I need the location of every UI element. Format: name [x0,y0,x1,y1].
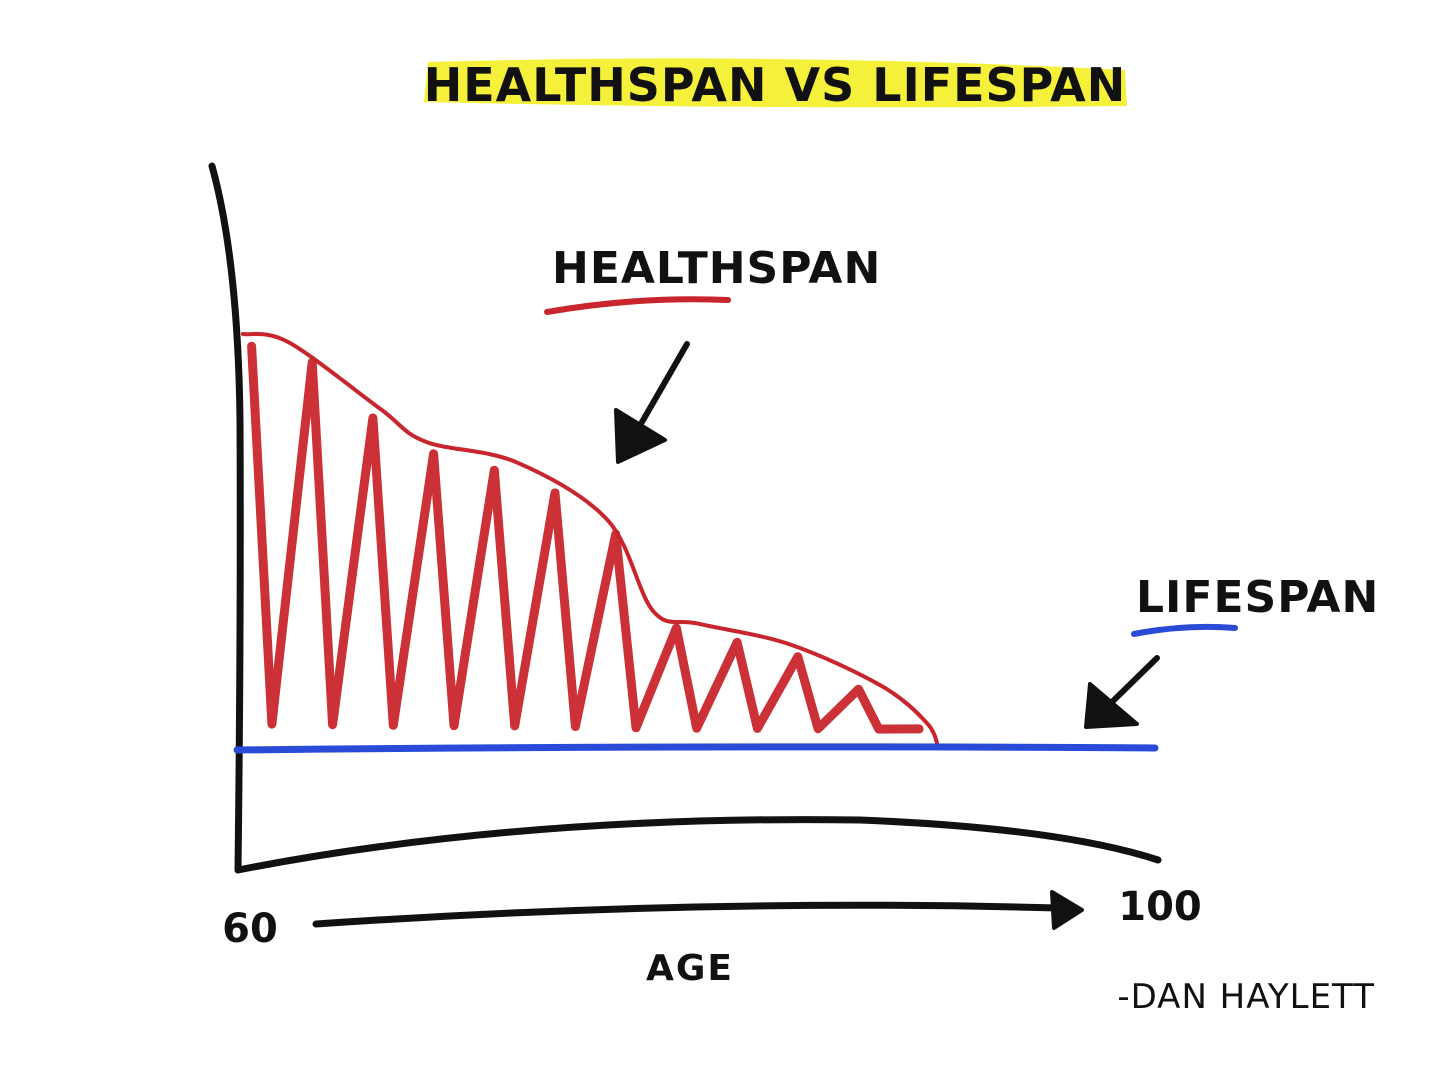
healthspan-underline [544,296,731,315]
x-tick-label-100: 100 [1118,884,1202,930]
x-axis [234,816,1162,874]
plot-area [233,331,1159,754]
chart-title: HEALTHSPAN VS LIFESPAN [424,58,1127,112]
y-axis [208,162,244,874]
x-direction-arrow [312,890,1084,930]
signature: -DAN HAYLETT [1117,977,1375,1017]
lifespan-line [233,743,1159,754]
lifespan-arrow [1084,655,1160,729]
x-tick-label-60: 60 [222,906,278,952]
healthspan-label: HEALTHSPAN [552,243,881,294]
lifespan-underline [1131,623,1238,637]
healthspan-arrow [614,341,690,464]
title-highlight [424,58,1127,108]
lifespan-label: LIFESPAN [1136,572,1379,623]
x-axis-label: AGE [646,948,734,989]
healthspan-hatch-fill [247,341,924,734]
healthspan-line [241,331,941,750]
